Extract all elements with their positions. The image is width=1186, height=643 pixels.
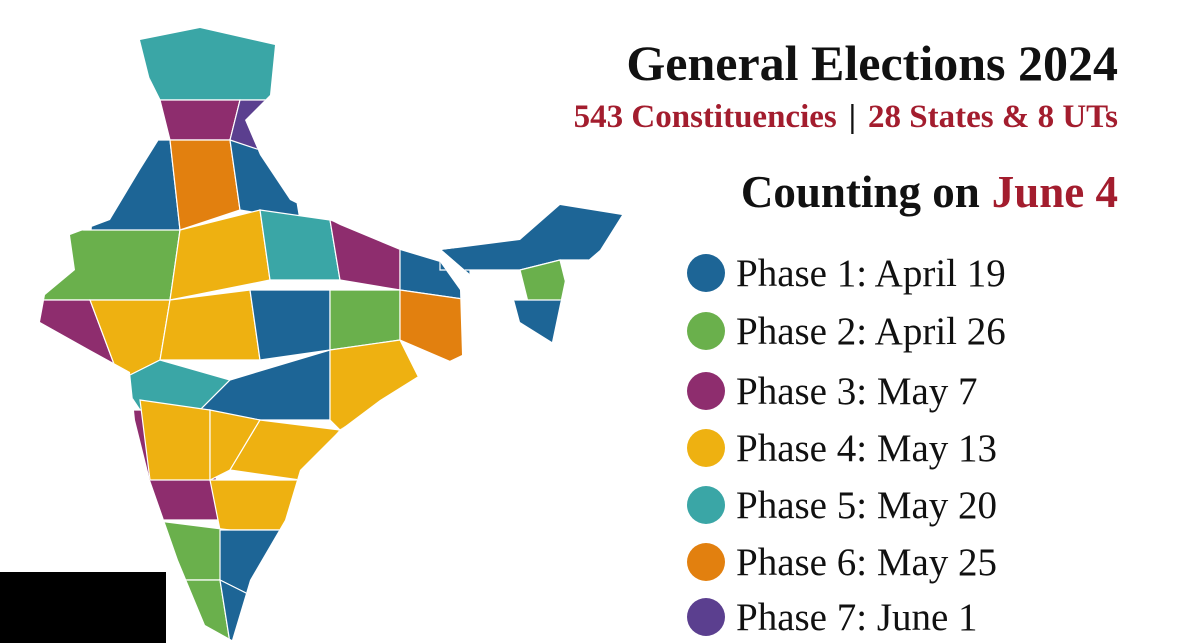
legend-label: Phase 5: May 20 — [736, 484, 997, 527]
legend-label: Phase 7: June 1 — [736, 596, 978, 639]
map-region — [139, 399, 211, 481]
legend-swatch — [687, 312, 725, 350]
title: General Elections 2024 — [626, 35, 1118, 91]
counting: Counting on June 4 — [741, 167, 1118, 217]
map-region — [159, 99, 241, 141]
constituencies: 543 Constituencies — [574, 99, 837, 135]
redaction-block — [0, 572, 166, 643]
legend-swatch — [687, 543, 725, 581]
map-region — [198, 349, 331, 421]
separator: | — [849, 99, 856, 135]
map-region — [159, 289, 261, 361]
map-region — [249, 289, 331, 361]
map-region — [119, 28, 291, 101]
counting-date: June 4 — [992, 167, 1118, 217]
map-region — [169, 139, 241, 231]
legend: Phase 1: April 19 Phase 2: April 26 Phase … — [687, 252, 1006, 639]
india-map — [40, 28, 622, 640]
map-region — [209, 479, 301, 531]
map-region — [499, 299, 571, 361]
states: 28 States & 8 UTs — [868, 99, 1118, 135]
legend-label: Phase 2: April 26 — [736, 310, 1006, 353]
map-region — [329, 339, 421, 431]
map-region — [40, 229, 181, 301]
legend-swatch — [687, 486, 725, 524]
map-region — [89, 139, 181, 241]
map-region — [439, 199, 622, 271]
legend-label: Phase 1: April 19 — [736, 252, 1006, 295]
legend-swatch — [687, 254, 725, 292]
counting-prefix: Counting on — [741, 167, 980, 217]
legend-label: Phase 4: May 13 — [736, 427, 997, 470]
legend-label: Phase 6: May 25 — [736, 541, 997, 584]
subtitle: 543 Constituencies | 28 States & 8 UTs — [574, 99, 1118, 135]
legend-swatch — [687, 598, 725, 636]
map-region — [329, 219, 401, 291]
map-region — [229, 139, 301, 221]
map-region — [149, 519, 231, 581]
legend-swatch — [687, 372, 725, 410]
legend-swatch — [687, 429, 725, 467]
map-region — [259, 209, 341, 281]
legend-label: Phase 3: May 7 — [736, 370, 978, 413]
map-region — [399, 289, 471, 371]
